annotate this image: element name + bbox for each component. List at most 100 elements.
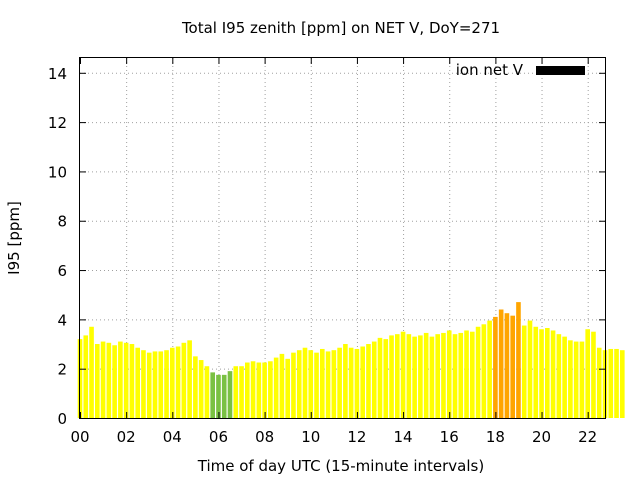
- bar: [106, 342, 112, 418]
- bar: [608, 348, 614, 418]
- bar: [614, 348, 619, 418]
- bar: [83, 335, 89, 418]
- x-tick-label: 10: [301, 428, 320, 446]
- bar: [400, 331, 406, 418]
- bar: [175, 346, 181, 418]
- y-tick-label: 12: [48, 114, 67, 132]
- x-axis: 00 02 04 06 08 10 12 14 16 18 20 22: [70, 58, 597, 446]
- bar: [521, 325, 527, 418]
- bar: [441, 332, 446, 418]
- bar: [470, 331, 475, 418]
- bar: [273, 357, 279, 418]
- bar: [510, 315, 515, 418]
- y-tick-label: 8: [57, 213, 67, 231]
- bar: [348, 347, 354, 418]
- bar: [527, 320, 533, 418]
- bar: [112, 345, 117, 418]
- bar: [233, 366, 239, 418]
- bar: [481, 324, 487, 418]
- bar: [464, 330, 469, 418]
- bar: [146, 352, 152, 418]
- x-tick-label: 04: [163, 428, 182, 446]
- bar: [262, 362, 267, 418]
- bar: [193, 356, 198, 418]
- bar: [550, 330, 556, 418]
- bar: [95, 344, 100, 418]
- legend-swatch: [536, 66, 585, 75]
- x-tick-label: 22: [578, 428, 597, 446]
- bar: [504, 313, 510, 418]
- bar: [100, 341, 106, 418]
- bar: [204, 366, 210, 418]
- bar: [556, 334, 562, 418]
- bar: [170, 347, 175, 418]
- y-tick-label: 0: [57, 410, 67, 428]
- y-axis: 0 2 4 6 8 10 12 14: [48, 65, 605, 428]
- bar: [395, 334, 400, 418]
- bar: [256, 362, 262, 418]
- x-tick-label: 12: [347, 428, 366, 446]
- bar: [366, 344, 371, 418]
- x-tick-label: 14: [394, 428, 413, 446]
- x-tick-label: 08: [255, 428, 274, 446]
- bar: [187, 340, 192, 418]
- bar: [539, 329, 544, 418]
- bar: [152, 351, 158, 418]
- bar: [331, 350, 337, 418]
- bar: [620, 350, 625, 418]
- bar: [89, 326, 94, 418]
- bar: [141, 350, 146, 418]
- bar: [371, 341, 377, 418]
- x-tick-label: 20: [532, 428, 551, 446]
- bar: [568, 340, 573, 418]
- bar: [458, 332, 464, 418]
- bar: [320, 348, 325, 418]
- y-tick-label: 2: [57, 361, 67, 379]
- bar: [452, 334, 458, 418]
- chart-title: Total I95 zenith [ppm] on NET V, DoY=271: [181, 19, 500, 37]
- bar: [354, 348, 360, 418]
- bar: [181, 342, 187, 418]
- bar: [377, 337, 383, 418]
- bar: [250, 361, 256, 418]
- bar: [314, 352, 319, 418]
- x-tick-label: 00: [70, 428, 89, 446]
- bar: [343, 344, 348, 418]
- bar: [308, 350, 314, 418]
- bar: [596, 347, 602, 418]
- legend-label: ion net V: [456, 61, 524, 79]
- x-axis-label: Time of day UTC (15-minute intervals): [197, 457, 484, 475]
- bar: [446, 330, 452, 418]
- bar: [435, 334, 440, 418]
- x-tick-label: 02: [117, 428, 136, 446]
- bar: [245, 362, 250, 418]
- bar: [389, 335, 394, 418]
- bar: [129, 344, 135, 418]
- y-tick-label: 6: [57, 262, 67, 280]
- bar: [498, 309, 504, 418]
- bar: [210, 372, 215, 418]
- bar: [412, 336, 417, 418]
- bar: [302, 347, 308, 418]
- bar: [475, 326, 481, 418]
- bar: [533, 326, 539, 418]
- bar: [158, 351, 164, 418]
- bar: [493, 316, 498, 418]
- bar: [118, 341, 123, 418]
- bar: [337, 347, 342, 418]
- y-tick-label: 14: [48, 65, 67, 83]
- bar: [216, 374, 221, 418]
- bar: [268, 361, 273, 418]
- bar: [239, 366, 244, 418]
- bar: [423, 332, 429, 418]
- bar: [591, 331, 596, 418]
- bar: [487, 320, 492, 418]
- bar: [360, 346, 365, 418]
- bar: [545, 328, 550, 418]
- bar: [135, 347, 140, 418]
- bar: [198, 360, 204, 418]
- x-tick-label: 06: [209, 428, 228, 446]
- bar: [227, 371, 233, 418]
- bar: [296, 350, 302, 418]
- y-axis-label: I95 [ppm]: [5, 201, 23, 275]
